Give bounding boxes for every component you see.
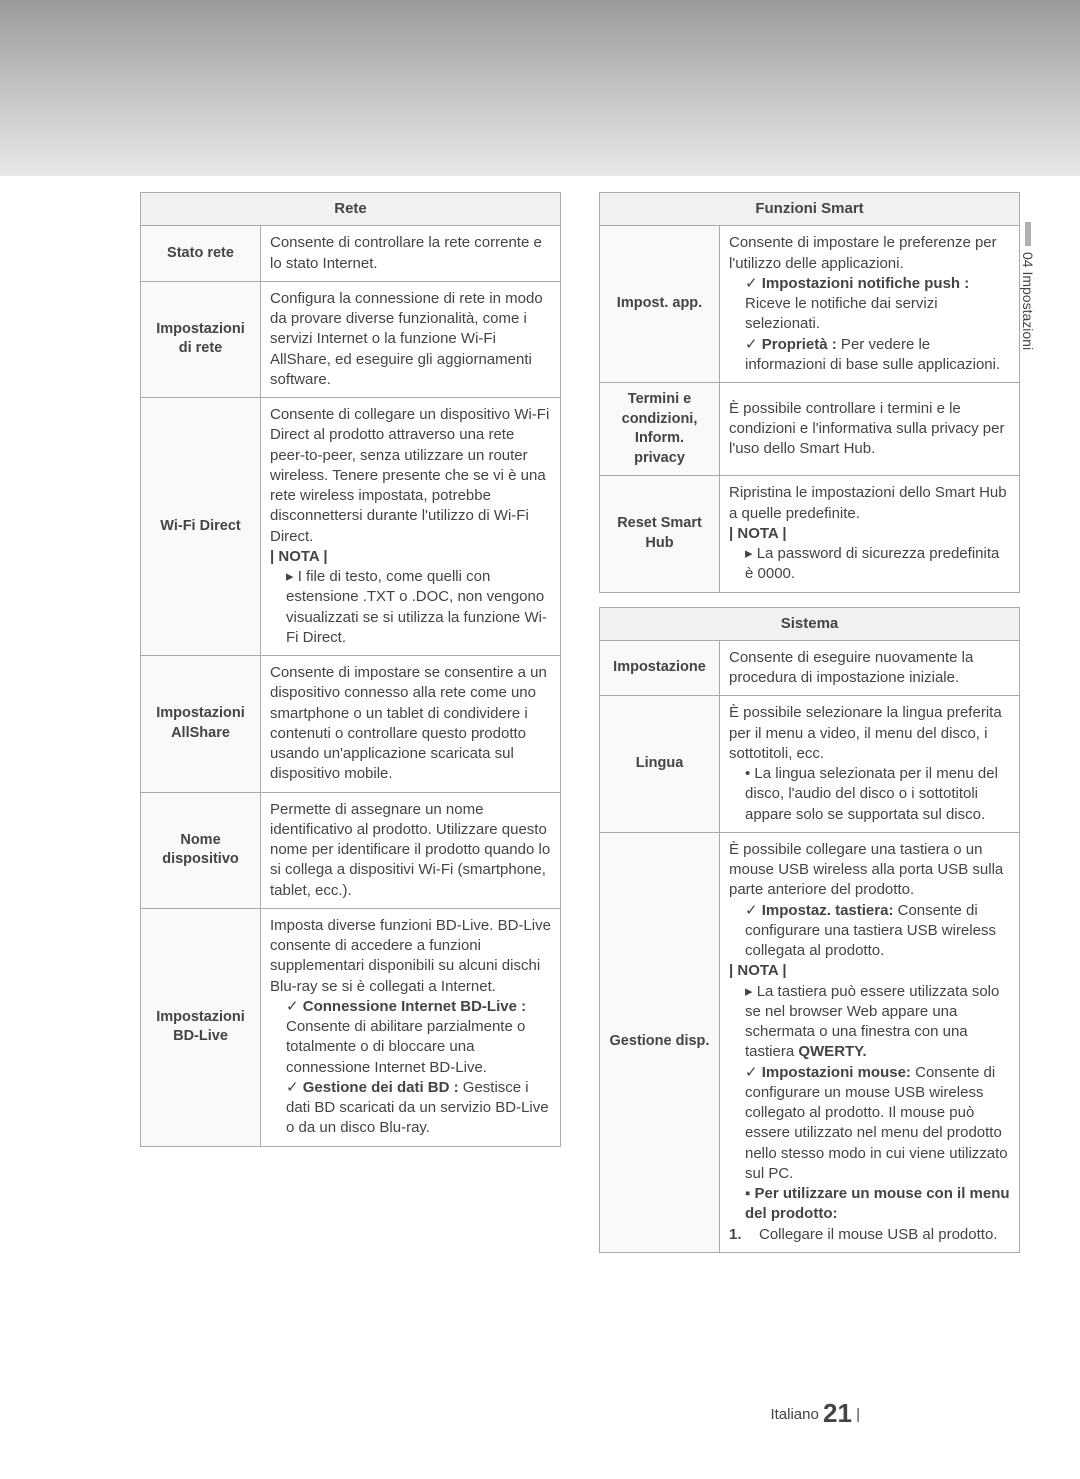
row-body: Configura la connessione di rete in modo… xyxy=(261,281,561,397)
row-label: Impostazione xyxy=(600,640,720,696)
row-body: Consente di impostare se consentire a un… xyxy=(261,656,561,793)
row-label: Nome dispositivo xyxy=(141,792,261,908)
row-label: Impostazioni AllShare xyxy=(141,656,261,793)
side-tab: 04 Impostazioni xyxy=(1020,222,1036,350)
table-header: Funzioni Smart xyxy=(600,193,1020,226)
page-footer: Italiano 21 | xyxy=(770,1398,860,1429)
row-body: Consente di collegare un dispositivo Wi-… xyxy=(261,398,561,656)
row-body: È possibile collegare una tastiera o un … xyxy=(720,832,1020,1252)
footer-page: 21 xyxy=(823,1398,852,1428)
row-body: Permette di assegnare un nome identifica… xyxy=(261,792,561,908)
row-label: Stato rete xyxy=(141,226,261,282)
row-label: Lingua xyxy=(600,696,720,833)
row-label: Reset Smart Hub xyxy=(600,476,720,592)
row-label: Impostazioni BD-Live xyxy=(141,908,261,1146)
row-body: Consente di eseguire nuovamente la proce… xyxy=(720,640,1020,696)
row-label: Impostazioni di rete xyxy=(141,281,261,397)
row-body: Consente di controllare la rete corrente… xyxy=(261,226,561,282)
row-label: Gestione disp. xyxy=(600,832,720,1252)
row-label: Impost. app. xyxy=(600,226,720,383)
row-label: Wi-Fi Direct xyxy=(141,398,261,656)
table-rete: ReteStato reteConsente di controllare la… xyxy=(140,192,561,1147)
page-top-gradient xyxy=(0,0,1080,176)
row-body: Ripristina le impostazioni dello Smart H… xyxy=(720,476,1020,592)
row-body: Imposta diverse funzioni BD-Live. BD-Liv… xyxy=(261,908,561,1146)
row-body: È possibile selezionare la lingua prefer… xyxy=(720,696,1020,833)
table-sistema: SistemaImpostazioneConsente di eseguire … xyxy=(599,607,1020,1253)
footer-bar: | xyxy=(856,1406,860,1423)
row-body: È possibile controllare i termini e le c… xyxy=(720,383,1020,476)
table-funzioni-smart: Funzioni SmartImpost. app.Consente di im… xyxy=(599,192,1020,593)
row-label: Termini e condizioni, Inform. privacy xyxy=(600,383,720,476)
footer-lang: Italiano xyxy=(770,1406,818,1423)
row-body: Consente di impostare le preferenze per … xyxy=(720,226,1020,383)
table-header: Rete xyxy=(141,193,561,226)
table-header: Sistema xyxy=(600,607,1020,640)
